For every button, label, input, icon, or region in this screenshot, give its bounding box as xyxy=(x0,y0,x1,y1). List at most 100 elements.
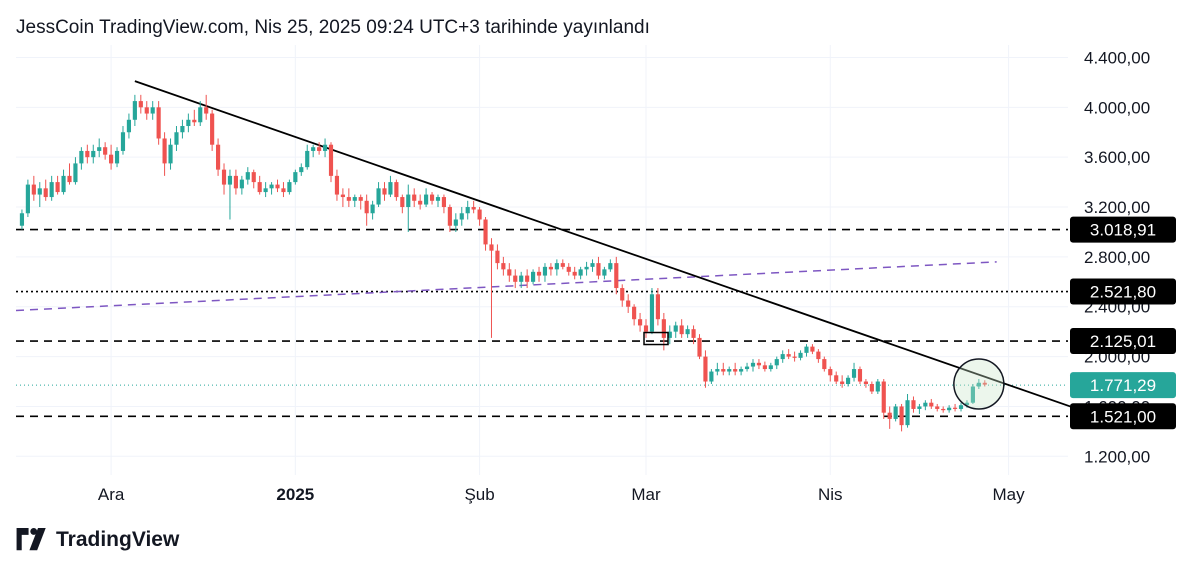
candle-body xyxy=(709,371,714,382)
candle-body xyxy=(679,325,684,335)
candle-body xyxy=(875,381,880,392)
candle-body xyxy=(727,369,732,372)
candle-body xyxy=(578,269,583,276)
candle-body xyxy=(661,319,666,338)
candle-body xyxy=(287,182,292,193)
candle-body xyxy=(947,407,952,411)
candle-body xyxy=(471,207,476,210)
candle-body xyxy=(655,294,660,320)
candle-body xyxy=(792,356,797,358)
candle-body xyxy=(19,213,25,226)
y-tick-label: 1.200,00 xyxy=(1084,447,1150,466)
candle-body xyxy=(91,150,96,158)
candle-body xyxy=(382,188,387,195)
candle-body xyxy=(685,329,690,335)
candle-body xyxy=(103,147,108,155)
candle-body xyxy=(584,266,589,270)
candle-body xyxy=(507,269,512,276)
candle-body xyxy=(293,172,298,183)
candle-body xyxy=(774,359,779,366)
candle-body xyxy=(263,188,268,193)
candle-body xyxy=(221,169,227,185)
candle-body xyxy=(881,381,886,413)
candle-body xyxy=(982,382,987,385)
candle-body xyxy=(495,250,500,264)
drawn-lines xyxy=(15,80,1093,415)
candle-body xyxy=(632,306,637,320)
candle-body xyxy=(899,406,904,426)
level-price-label: 2.125,01 xyxy=(1090,332,1156,351)
tradingview-brand[interactable]: TradingView xyxy=(56,528,180,551)
candle-body xyxy=(168,144,173,164)
candle-body xyxy=(465,207,470,214)
candle-body xyxy=(114,150,120,164)
candle-body xyxy=(233,175,238,189)
candle-body xyxy=(590,263,595,267)
candle-body xyxy=(215,144,221,170)
candle-body xyxy=(97,147,102,151)
candle-body xyxy=(328,144,334,176)
candle-body xyxy=(424,194,429,205)
level-price-label: 3.018,91 xyxy=(1090,221,1156,240)
candle-body xyxy=(453,219,458,226)
time-axis[interactable]: Ara 2025 Şub Mar Nis May xyxy=(98,485,1025,504)
candle-body xyxy=(186,119,191,127)
candle-body xyxy=(394,182,399,198)
candle-body xyxy=(637,319,643,326)
candle-body xyxy=(857,369,863,382)
candle-body xyxy=(489,244,494,251)
candle-body xyxy=(602,269,607,276)
candle-body xyxy=(483,219,488,245)
candle-body xyxy=(37,188,42,195)
candle-body xyxy=(477,209,482,220)
candle-body xyxy=(828,369,833,376)
candle-body xyxy=(447,207,452,226)
candle-body xyxy=(596,263,601,276)
candle-body xyxy=(531,271,536,282)
candle-body xyxy=(703,356,708,382)
x-tick-label: Nis xyxy=(818,485,843,504)
candle-body xyxy=(79,150,84,164)
candle-body xyxy=(780,354,785,360)
candle-body xyxy=(519,275,524,282)
candle-body xyxy=(251,172,256,183)
candle-body xyxy=(198,107,203,123)
candle-body xyxy=(697,337,702,357)
candle-body xyxy=(275,184,280,189)
candle-body xyxy=(958,405,964,409)
current-price-box xyxy=(1070,372,1176,399)
candle-body xyxy=(418,200,423,205)
candle-body xyxy=(109,154,114,164)
y-tick-label: 4.400,00 xyxy=(1084,48,1150,67)
level-price-label: 2.521,80 xyxy=(1090,283,1156,302)
y-tick-label: 2.800,00 xyxy=(1084,248,1150,267)
x-tick-label: Ara xyxy=(98,485,125,504)
x-tick-label: May xyxy=(993,485,1026,504)
y-tick-label: 3.600,00 xyxy=(1084,148,1150,167)
candle-body xyxy=(388,182,393,195)
candle-body xyxy=(536,271,542,276)
candle-body xyxy=(317,147,322,151)
candle-body xyxy=(73,163,78,183)
candle-body xyxy=(762,365,767,370)
candle-body xyxy=(739,369,744,372)
y-tick-label: 4.000,00 xyxy=(1084,98,1150,117)
channel-line xyxy=(15,261,997,312)
candle-body xyxy=(554,263,559,270)
candle-body xyxy=(756,362,762,366)
candle-body xyxy=(869,384,874,392)
candle-body xyxy=(863,381,869,385)
candle-body xyxy=(786,354,791,357)
candle-body xyxy=(346,197,351,201)
candle-body xyxy=(572,271,577,276)
candle-body xyxy=(459,213,464,220)
candle-body xyxy=(299,167,304,173)
candle-body xyxy=(542,266,548,276)
candle-body xyxy=(917,406,922,409)
candle-body xyxy=(923,402,928,407)
downtrend-line xyxy=(134,80,1093,415)
candle-body xyxy=(929,402,934,407)
candle-body xyxy=(804,346,809,353)
candle-body xyxy=(120,132,126,151)
